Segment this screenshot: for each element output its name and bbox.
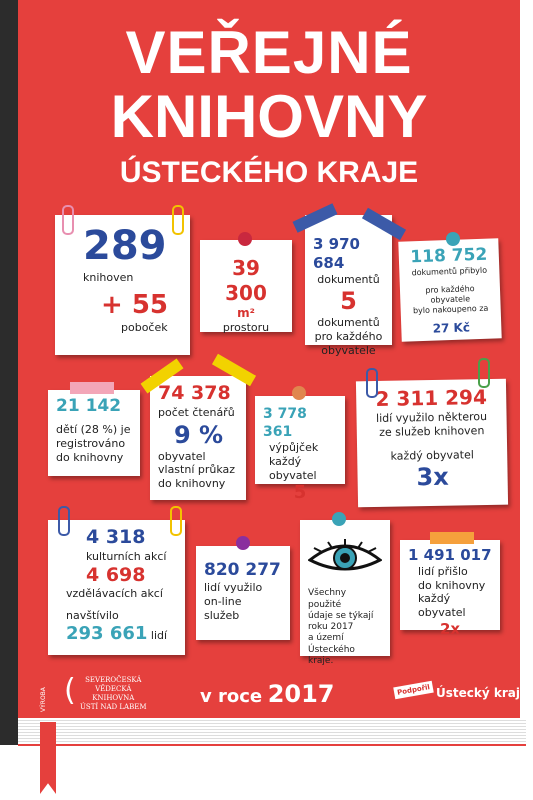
label: počet čtenářů — [158, 405, 235, 419]
book-pages — [18, 718, 526, 746]
org-name: KNIHOVNA — [92, 694, 135, 702]
org-name: SEVEROČESKÁ — [85, 676, 142, 684]
card: 3 970 684 dokumentů 5 dokumentů pro každ… — [305, 215, 392, 357]
card: 39 300 m² prostoru — [200, 240, 292, 334]
stat: 2x — [439, 619, 461, 638]
label: lidí — [150, 628, 168, 642]
label: poboček — [121, 321, 168, 335]
card: 4 318 kulturních akcí 4 698 vzdělávacích… — [48, 520, 185, 655]
label: dětí (28 %) je — [56, 423, 131, 437]
label: dokumentů — [317, 316, 380, 330]
stat: 1 491 017 — [408, 546, 492, 564]
title: KNIHOVNY — [110, 83, 428, 150]
label: pro každého — [314, 330, 383, 343]
label: každý obyvatel — [269, 454, 317, 482]
paperclip — [172, 205, 184, 235]
year: v roce 2017 — [200, 680, 335, 708]
note: Ústeckého kraje. — [308, 644, 355, 666]
paperclip — [478, 358, 490, 388]
label: prostoru — [222, 321, 270, 334]
stat: 5 — [340, 287, 357, 316]
label: do knihovny — [418, 578, 486, 592]
card: 2 311 294 lidí využilo některou ze služe… — [355, 378, 509, 508]
logo-mark: ( — [64, 673, 76, 708]
stat: 3 778 361 — [263, 406, 307, 440]
card: 118 752 dokumentů přibylo pro každého ob… — [398, 238, 502, 342]
note: údaje se týkají — [308, 610, 374, 621]
stat: 3x — [416, 462, 449, 492]
paperclip — [62, 205, 74, 235]
label: registrováno — [56, 437, 126, 450]
label: knihoven — [83, 271, 134, 284]
stat: 289 — [83, 223, 167, 269]
pin — [292, 386, 306, 400]
stat: 4 318 — [86, 526, 146, 548]
pin — [446, 232, 460, 246]
card: 820 277 lidí využilo on-line služeb — [196, 546, 290, 640]
title: VEŘEJNÉ — [125, 19, 413, 86]
stat: + 55 — [101, 289, 169, 320]
stat: 820 277 — [204, 560, 281, 580]
stat: 21 142 — [56, 396, 122, 416]
eye-icon — [307, 539, 383, 571]
label: každý obyvatel — [418, 592, 466, 619]
stat: 2 311 294 — [375, 385, 488, 411]
card: 3 778 361 výpůjček každý obyvatel 5 — [255, 396, 345, 503]
subtitle: ÚSTECKÉHO KRAJE — [119, 156, 419, 189]
stat: 27 Kč — [432, 320, 471, 336]
label: vzdělávacích akcí — [66, 587, 163, 601]
year-value: 2017 — [267, 680, 335, 708]
org-name: ÚSTÍ NAD LABEM — [80, 703, 147, 711]
card: 74 378 počet čtenářů 9 % obyvatel vlastn… — [150, 376, 246, 500]
label: do knihovny — [56, 450, 124, 464]
card: 289 knihoven + 55 poboček — [55, 215, 190, 355]
label: vlastní průkaz — [158, 463, 236, 477]
label: služeb — [204, 608, 240, 622]
bookmark — [40, 722, 56, 794]
tape — [430, 532, 474, 544]
unit: m² — [237, 306, 255, 320]
label: ze služeb knihoven — [379, 423, 485, 439]
card: 1 491 017 lidí přišlo do knihovny každý … — [400, 540, 500, 638]
org-logo: SEVEROČESKÁ VĚDECKÁ KNIHOVNA ÚSTÍ NAD LA… — [80, 676, 147, 712]
label: dokumentů — [317, 272, 380, 286]
label: obyvatel — [158, 449, 206, 463]
label: lidí přišlo — [418, 564, 468, 578]
pin — [236, 536, 250, 550]
note: roku 2017 — [308, 622, 354, 632]
tape — [70, 382, 114, 394]
label: kulturních akcí — [86, 549, 167, 563]
label: obyvatele — [321, 343, 376, 357]
stat: 4 698 — [86, 563, 146, 586]
stat: 9 % — [174, 420, 224, 449]
label: do knihovny — [158, 477, 226, 490]
label: lidí využilo — [204, 581, 263, 595]
note: a území — [308, 633, 344, 644]
stat: 39 300 — [225, 256, 267, 305]
stat: 5 — [293, 482, 307, 504]
label: bylo nakoupeno za — [412, 303, 489, 316]
pin — [238, 232, 252, 246]
card: 21 142 dětí (28 %) je registrováno do kn… — [48, 390, 140, 476]
stat: 3 970 684 — [313, 235, 360, 272]
year-prefix: v roce — [200, 686, 263, 707]
card: Všechny použité údaje se týkají roku 201… — [300, 520, 390, 666]
sponsor: Ústecký kraj — [436, 686, 520, 700]
label: výpůjček — [269, 441, 319, 454]
pin — [332, 512, 346, 526]
stat: 293 661 — [66, 622, 148, 644]
label: dokumentů přibylo — [411, 265, 488, 278]
label: navštívilo — [66, 609, 119, 622]
stat: 74 378 — [158, 382, 231, 404]
credit: VÝROBA — [40, 687, 47, 712]
paperclip — [366, 368, 378, 398]
note: Všechny použité — [308, 588, 347, 610]
label: on-line — [204, 595, 242, 608]
org-name: VĚDECKÁ — [95, 685, 132, 693]
paperclip — [170, 506, 182, 536]
paperclip — [58, 506, 70, 536]
